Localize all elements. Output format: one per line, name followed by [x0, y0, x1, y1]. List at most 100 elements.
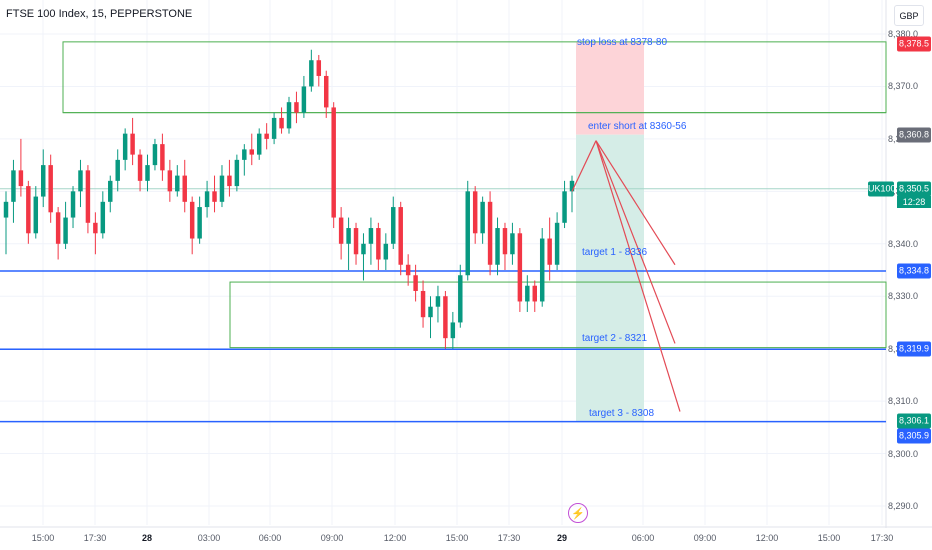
price-tick-label: 8,340.0	[888, 238, 919, 249]
candle-body	[517, 233, 523, 302]
candle-body	[338, 217, 344, 244]
candle-body	[383, 243, 389, 260]
candle	[219, 165, 225, 208]
candle-body	[212, 191, 217, 202]
candle	[175, 165, 180, 197]
candle-body	[93, 222, 98, 234]
candle	[234, 154, 240, 192]
time-tick-label: 15:00	[817, 533, 841, 543]
candle	[532, 280, 537, 312]
projection-lines	[571, 140, 681, 412]
target1-price-label: 8,334.8	[897, 263, 931, 279]
candle	[435, 285, 441, 323]
candle	[331, 102, 336, 229]
candle-body	[361, 243, 366, 255]
stop-loss-zone	[576, 41, 644, 135]
candle-body	[152, 144, 158, 166]
time-tick-label: 09:00	[693, 533, 717, 543]
candle-body	[286, 102, 292, 129]
candle	[55, 207, 61, 260]
candle-body	[219, 175, 225, 202]
candle	[525, 275, 530, 312]
candle	[189, 196, 195, 255]
candle	[301, 75, 307, 118]
candle-body	[450, 322, 456, 339]
candle-body	[55, 212, 61, 244]
candle-body	[428, 306, 433, 318]
candle-body	[271, 117, 277, 139]
time-tick-label: 15:00	[31, 533, 55, 543]
candle	[256, 128, 262, 160]
candle-body	[443, 296, 448, 339]
candle	[324, 70, 329, 118]
currency-button[interactable]: GBP	[894, 5, 924, 26]
candle-body	[108, 180, 113, 202]
candle	[502, 222, 508, 270]
projection-line-target3	[595, 140, 681, 412]
candle	[145, 154, 150, 192]
candle	[197, 196, 202, 244]
lightning-icon[interactable]: ⚡	[568, 503, 588, 523]
time-tick-label: 06:00	[631, 533, 655, 543]
candle-body	[122, 133, 128, 160]
candle	[346, 217, 351, 270]
candle	[443, 290, 448, 349]
candle	[353, 222, 359, 265]
candle	[100, 191, 106, 239]
time-tick-label: 12:00	[755, 533, 779, 543]
candle-body	[487, 201, 493, 265]
horizontal-levels	[0, 270, 886, 423]
candle-body	[3, 201, 9, 218]
candle-body	[279, 117, 284, 129]
time-tick-label: 17:30	[83, 533, 107, 543]
upper-range-box	[62, 41, 887, 114]
price-tick-label: 8,380.0	[888, 29, 919, 39]
candle	[539, 228, 545, 307]
last-price-label: 8,350.5	[897, 181, 931, 197]
price-tick-label: 8,370.0	[888, 81, 919, 92]
entry-price-label: 8,360.8	[897, 127, 931, 143]
candle-body	[435, 296, 441, 307]
symbol-title[interactable]: FTSE 100 Index, 15, PEPPERSTONE	[6, 8, 193, 20]
candle-body	[264, 133, 269, 139]
target3-price-label: 8,306.1	[897, 413, 931, 429]
candle-body	[137, 154, 143, 181]
bar-countdown: 12:28	[897, 196, 931, 208]
candle	[227, 159, 232, 197]
candle-body	[532, 285, 537, 302]
candle-body	[405, 264, 411, 276]
candle	[167, 159, 173, 202]
candle	[249, 133, 254, 166]
candle	[428, 296, 433, 339]
candle	[85, 165, 91, 234]
candle-body	[130, 133, 135, 155]
candle	[294, 91, 299, 124]
candle	[33, 186, 39, 239]
candle-body	[525, 285, 530, 302]
candle-body	[167, 170, 173, 192]
candle-body	[11, 170, 16, 202]
candle	[338, 207, 344, 260]
time-tick-label: 29	[556, 533, 568, 543]
candle	[63, 201, 68, 250]
stop-price-label: 8,378.5	[897, 36, 931, 52]
candle	[472, 186, 478, 244]
candle	[11, 159, 16, 223]
candle-body	[182, 175, 187, 202]
candle-body	[391, 207, 396, 244]
candle-body	[368, 228, 374, 244]
candle-body	[85, 170, 91, 223]
stop-loss-annotation: stop loss at 8378-80	[577, 37, 668, 48]
candle	[18, 138, 24, 197]
target1-annotation: target 1 - 8336	[582, 247, 648, 258]
candle-body	[316, 60, 322, 76]
target3-alt-price-label: 8,305.9	[897, 428, 931, 444]
candle-body	[70, 191, 76, 218]
range-boxes	[0, 41, 887, 349]
time-tick-label: 17:30	[497, 533, 521, 543]
candle	[286, 96, 292, 134]
candle-body	[234, 159, 240, 187]
symbol-tag: UK100	[868, 181, 896, 197]
candle	[108, 175, 113, 213]
